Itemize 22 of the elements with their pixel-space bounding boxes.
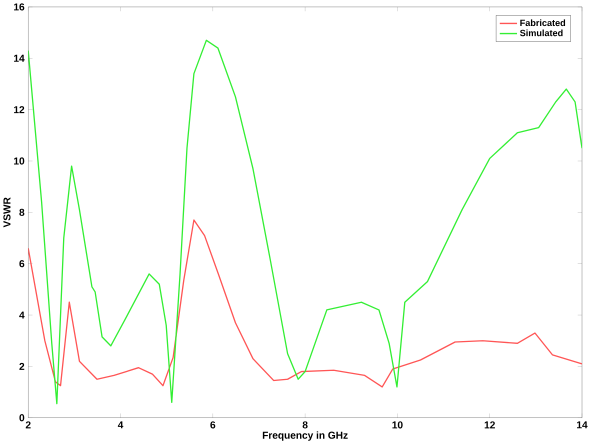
x-tick-label: 12	[484, 421, 495, 428]
y-tick-label: 6	[19, 260, 24, 268]
legend-label: Simulated	[520, 29, 563, 36]
y-tick-label: 4	[19, 311, 25, 318]
y-tick-label: 0	[19, 414, 24, 422]
legend-label: Fabricated	[520, 19, 566, 26]
y-tick-label: 16	[14, 3, 24, 10]
y-tick-label: 14	[14, 54, 25, 62]
x-axis-title: Frequency in GHz	[262, 431, 348, 441]
y-tick-label: 2	[19, 362, 24, 370]
x-tick-label: 4	[118, 421, 124, 428]
y-axis-title: VSWR	[3, 197, 11, 228]
x-tick-label: 14	[577, 421, 588, 428]
x-tick-label: 6	[210, 421, 216, 428]
x-tick-label: 10	[392, 421, 403, 428]
y-tick-label: 8	[19, 208, 24, 216]
line-series	[28, 40, 582, 404]
x-tick-label: 2	[26, 421, 31, 428]
y-tick-label: 12	[14, 106, 24, 114]
line-series	[28, 219, 582, 388]
x-tick-label: 8	[302, 421, 308, 428]
y-tick-label: 10	[14, 157, 24, 164]
